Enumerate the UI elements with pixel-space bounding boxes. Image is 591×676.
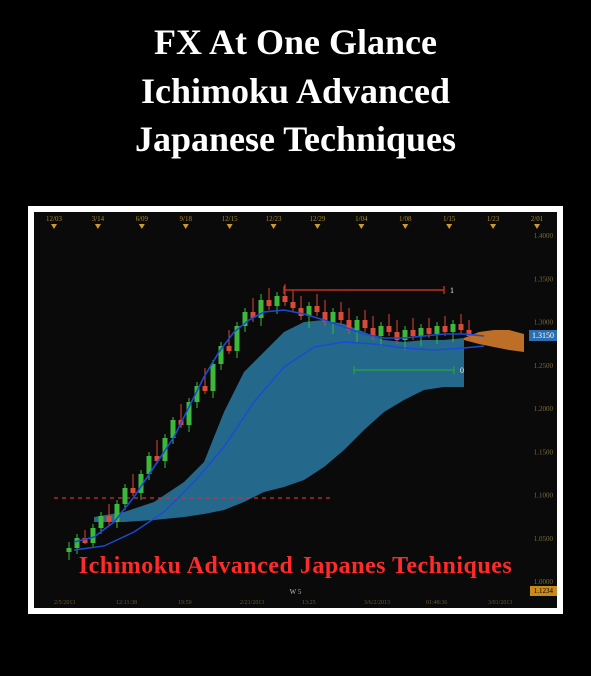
svg-text:3/14: 3/14 <box>92 215 105 223</box>
svg-text:1/23: 1/23 <box>487 215 500 223</box>
svg-text:1/15: 1/15 <box>443 215 456 223</box>
svg-text:2/5/2013: 2/5/2013 <box>54 600 75 606</box>
title-line-3: Japanese Techniques <box>30 115 561 164</box>
svg-text:2/21/2013: 2/21/2013 <box>240 600 264 606</box>
svg-text:1.1500: 1.1500 <box>534 448 554 456</box>
chart-frame: 12/03 3/14 6/09 9/18 12/15 12/23 12/29 1/04 1/08… <box>28 206 563 614</box>
svg-text:12/03: 12/03 <box>46 215 62 223</box>
title-line-1: FX At One Glance <box>30 18 561 67</box>
svg-text:1: 1 <box>450 286 454 295</box>
svg-text:1.1000: 1.1000 <box>534 491 554 499</box>
svg-text:19:59: 19:59 <box>178 600 192 606</box>
svg-text:1.2000: 1.2000 <box>534 405 554 413</box>
svg-text:12/29: 12/29 <box>309 215 325 223</box>
svg-text:3/6/2/2013: 3/6/2/2013 <box>364 600 390 606</box>
svg-text:1.2500: 1.2500 <box>534 362 554 370</box>
svg-text:12/23: 12/23 <box>266 215 282 223</box>
svg-text:1.4000: 1.4000 <box>534 232 554 240</box>
svg-text:3/01/2013: 3/01/2013 <box>488 600 512 606</box>
status-badge: 1.1234 <box>530 586 557 596</box>
svg-text:1/08: 1/08 <box>399 215 412 223</box>
title-block: FX At One Glance Ichimoku Advanced Japan… <box>0 0 591 186</box>
svg-text:9/18: 9/18 <box>180 215 193 223</box>
svg-text:1.0500: 1.0500 <box>534 535 554 543</box>
svg-text:1.3000: 1.3000 <box>534 318 554 326</box>
svg-text:12/15: 12/15 <box>222 215 238 223</box>
svg-text:0: 0 <box>460 366 464 375</box>
svg-text:6/09: 6/09 <box>136 215 149 223</box>
svg-text:W 5: W 5 <box>290 588 302 596</box>
svg-text:1.3500: 1.3500 <box>534 275 554 283</box>
svg-text:2/01: 2/01 <box>531 215 544 223</box>
current-price-tag: 1.3150 <box>529 330 557 341</box>
svg-text:1.0000: 1.0000 <box>534 578 554 586</box>
svg-text:01:48:36: 01:48:36 <box>426 600 447 606</box>
title-line-2: Ichimoku Advanced <box>30 67 561 116</box>
svg-text:1/04: 1/04 <box>355 215 368 223</box>
svg-text:12:11:38: 12:11:38 <box>116 600 137 606</box>
ichimoku-chart: 12/03 3/14 6/09 9/18 12/15 12/23 12/29 1/04 1/08… <box>34 212 557 608</box>
svg-text:13:25: 13:25 <box>302 600 316 606</box>
